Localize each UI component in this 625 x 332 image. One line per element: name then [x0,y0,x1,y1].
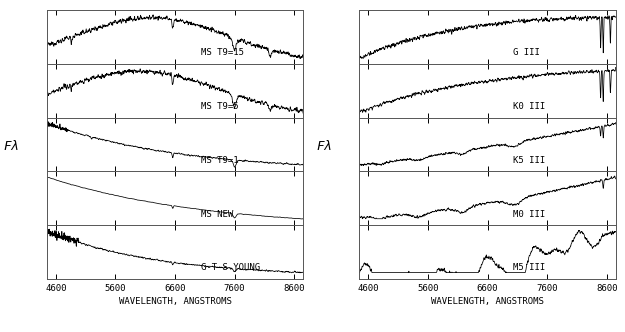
Text: G-T-S YOUNG: G-T-S YOUNG [201,263,260,273]
Text: MS T9=1: MS T9=1 [201,156,238,165]
Text: M0 III: M0 III [513,209,546,219]
Text: MS T9=15: MS T9=15 [201,48,244,57]
Text: K0 III: K0 III [513,102,546,111]
Text: Fλ: Fλ [4,139,19,153]
Text: G III: G III [513,48,540,57]
Text: K5 III: K5 III [513,156,546,165]
X-axis label: WAVELENGTH, ANGSTROMS: WAVELENGTH, ANGSTROMS [431,297,544,306]
X-axis label: WAVELENGTH, ANGSTROMS: WAVELENGTH, ANGSTROMS [119,297,231,306]
Text: MS NEW: MS NEW [201,209,233,219]
Text: M5 III: M5 III [513,263,546,273]
Text: Fλ: Fλ [316,139,331,153]
Text: MS T9=5: MS T9=5 [201,102,238,111]
